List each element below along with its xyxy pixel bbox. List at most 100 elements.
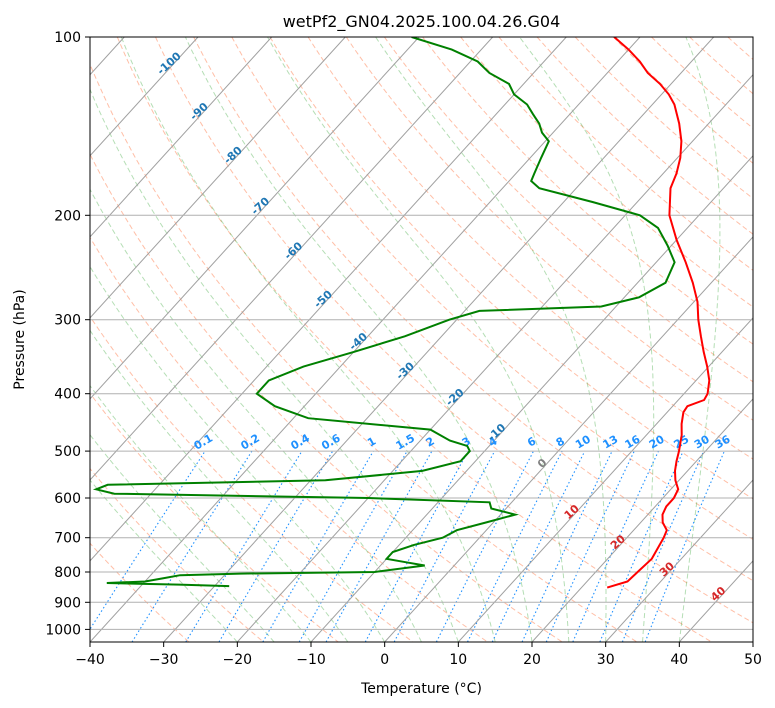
dry-adiabat bbox=[90, 467, 264, 642]
dry-adiabat bbox=[90, 153, 563, 642]
profile-lines bbox=[92, 37, 711, 589]
y-tick-label: 1000 bbox=[45, 622, 81, 638]
mixing-ratio-line bbox=[298, 450, 408, 642]
y-tick-label: 400 bbox=[54, 387, 81, 403]
isotherm-line bbox=[90, 37, 273, 238]
mixing-ratio-line bbox=[364, 450, 469, 642]
mixing-ratio-label: 1.5 bbox=[394, 432, 417, 453]
mixing-ratio-label: 0.1 bbox=[192, 432, 215, 453]
isotherm-line bbox=[384, 236, 753, 642]
mixing-ratio-line bbox=[185, 450, 303, 642]
mixing-ratio-line bbox=[621, 450, 705, 642]
dry-adiabat bbox=[90, 315, 414, 642]
isotherm-line bbox=[752, 641, 753, 642]
mixing-ratio-line bbox=[467, 450, 563, 642]
y-axis-label: Pressure (hPa) bbox=[12, 289, 28, 389]
chart-title: wetPf2_GN04.2025.100.04.26.G04 bbox=[283, 12, 561, 32]
dry-adiabat bbox=[90, 542, 190, 642]
dry-adiabat bbox=[498, 37, 753, 271]
dry-adiabat bbox=[90, 236, 488, 642]
y-tick-label: 200 bbox=[54, 208, 81, 224]
moist-adiabat bbox=[184, 37, 533, 642]
moist-adiabat bbox=[519, 37, 655, 642]
dry-adiabat bbox=[574, 37, 753, 200]
x-tick-label: 30 bbox=[597, 652, 615, 668]
isotherm-line bbox=[90, 37, 346, 319]
moist-adiabat bbox=[90, 265, 386, 642]
moist-adiabat bbox=[90, 479, 238, 642]
mixing-ratio-label: 8 bbox=[554, 435, 567, 450]
mixing-ratio-label: 0.2 bbox=[238, 432, 261, 453]
moist-adiabat bbox=[90, 329, 349, 642]
x-axis: −40 −30 −20 −10 0 10 20 30 40 50 bbox=[75, 642, 762, 668]
mixing-ratio-label: 16 bbox=[623, 432, 643, 451]
dry-adiabat bbox=[155, 37, 753, 624]
x-tick-label: 40 bbox=[670, 652, 688, 668]
isotherm-line bbox=[605, 479, 753, 642]
isotherm-line bbox=[90, 37, 567, 562]
grid bbox=[90, 37, 753, 642]
x-tick-label: −20 bbox=[223, 652, 253, 668]
moist-adiabat bbox=[375, 37, 607, 642]
isotherm-line bbox=[90, 37, 494, 481]
dewpoint-line bbox=[92, 37, 676, 588]
isotherm-label: -20 bbox=[443, 386, 467, 409]
isotherm-line bbox=[236, 73, 753, 642]
mixing-ratio-line bbox=[435, 450, 534, 642]
mixing-ratio-label: 0.4 bbox=[288, 431, 312, 452]
x-tick-label: −40 bbox=[75, 652, 105, 668]
moist-adiabat bbox=[90, 88, 459, 642]
isotherm-line bbox=[90, 37, 420, 400]
mixing-ratio-label: 6 bbox=[525, 434, 538, 449]
dry-adiabat bbox=[651, 37, 753, 129]
dry-adiabat bbox=[766, 37, 775, 642]
x-tick-label: 20 bbox=[523, 652, 541, 668]
plot-frame bbox=[89, 36, 754, 643]
x-tick-label: 10 bbox=[449, 652, 467, 668]
x-tick-label: 0 bbox=[380, 652, 389, 668]
mixing-ratio-line bbox=[90, 450, 206, 631]
mixing-ratio-label: 3 bbox=[460, 435, 473, 450]
isoline-labels: 0.1 0.2 0.4 0.6 1 1.5 2 3 4 6 8 10 13 16 20 25 30 36-100-… bbox=[155, 49, 733, 604]
mixing-ratio-line bbox=[325, 450, 433, 642]
dry-adiabat bbox=[383, 37, 753, 383]
isotherm-label: 40 bbox=[708, 584, 728, 604]
isotherm-line bbox=[457, 317, 753, 642]
y-tick-label: 700 bbox=[54, 531, 81, 547]
moist-adiabat bbox=[678, 37, 721, 642]
moist-adiabat bbox=[120, 37, 496, 642]
dry-adiabat bbox=[613, 37, 753, 164]
moist-adiabat bbox=[90, 434, 275, 642]
mixing-ratio-label: 30 bbox=[692, 432, 712, 451]
dry-adiabat bbox=[269, 37, 753, 500]
dry-adiabat bbox=[422, 37, 753, 345]
isotherm-label: -90 bbox=[187, 100, 211, 123]
isotherm-line bbox=[310, 155, 753, 642]
dry-adiabat bbox=[231, 37, 753, 540]
mixing-ratio-label: 36 bbox=[713, 432, 733, 451]
isotherm-label: -50 bbox=[311, 288, 335, 311]
dry-adiabat bbox=[90, 63, 638, 642]
dry-adiabat bbox=[727, 37, 753, 61]
mixing-ratio-label: 20 bbox=[647, 432, 667, 451]
mixing-ratio-line bbox=[572, 450, 659, 642]
y-tick-label: 800 bbox=[54, 565, 81, 581]
mixing-ratio-line bbox=[131, 450, 253, 642]
mixing-ratio-line bbox=[599, 450, 684, 642]
mixing-ratio-line bbox=[644, 450, 725, 642]
isotherm-line bbox=[90, 37, 641, 642]
y-tick-label: 500 bbox=[54, 444, 81, 460]
y-tick-label: 100 bbox=[54, 30, 81, 46]
isotherm-line bbox=[163, 37, 715, 642]
isotherm-line bbox=[531, 398, 753, 642]
y-tick-label: 600 bbox=[54, 491, 81, 507]
isotherm-label: -100 bbox=[155, 49, 184, 77]
dry-adiabat bbox=[90, 392, 339, 642]
isotherm-label: 10 bbox=[562, 502, 582, 522]
mixing-ratio-label: 10 bbox=[573, 432, 593, 451]
x-tick-label: −10 bbox=[296, 652, 326, 668]
isotherm-label: 30 bbox=[657, 559, 677, 579]
isotherm-label: -70 bbox=[249, 194, 273, 217]
moist-adiabat bbox=[90, 188, 422, 642]
